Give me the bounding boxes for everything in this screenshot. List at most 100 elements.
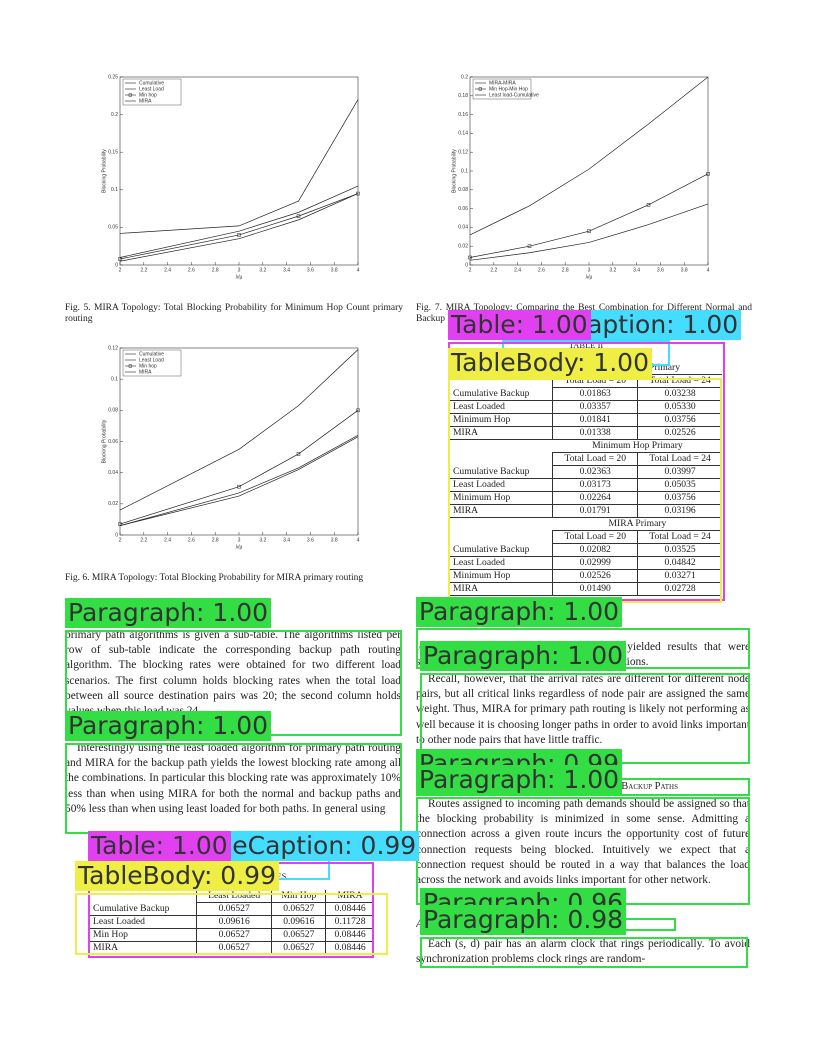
table-cell: 0.09616 [271, 915, 327, 929]
y-axis-label: Blocking Probability [101, 149, 107, 193]
y-tick-label: 0.08 [458, 187, 468, 193]
table-cell: 0.03173 [552, 478, 639, 492]
paragraph: primary path algorithms is given a sub-t… [65, 629, 401, 717]
x-tick-label: 3 [588, 267, 591, 273]
y-tick-label: 0.08 [108, 408, 118, 414]
series-line [469, 203, 709, 261]
detection-label: Table: 1.00 [448, 310, 591, 340]
table-cell: 0.06527 [196, 928, 273, 942]
legend-marker [478, 87, 482, 91]
table-cell: 0.03238 [637, 387, 722, 401]
x-tick-label: 3.6 [307, 267, 314, 273]
table-cell: 0.08446 [325, 902, 374, 916]
column-header: Total Load = 24 [637, 530, 722, 544]
table-cell: 0.05330 [637, 400, 722, 414]
table-cell: Least Loaded [450, 556, 554, 570]
x-tick-label: 2.4 [164, 267, 171, 273]
data-point [296, 214, 301, 218]
x-tick-label: 3.4 [283, 537, 290, 543]
legend-label: Min hop [139, 363, 157, 369]
paragraph: Each (s, d) pair has an alarm clock that… [416, 938, 750, 966]
table-row: Total Load = 20 Total Load = 24 [450, 530, 722, 544]
detection-box [75, 893, 388, 955]
detection-label: Paragraph: 1.00 [420, 641, 627, 671]
data-point [118, 257, 122, 261]
table-cell: Minimum Hop [450, 569, 554, 583]
detection-box [448, 378, 722, 603]
x-tick-label: 4 [707, 267, 710, 273]
series-line [469, 76, 709, 236]
y-tick-label: 0 [465, 262, 468, 268]
table-caption: TABLE II [568, 340, 604, 350]
x-tick-label: 2.4 [514, 267, 521, 273]
y-tick-label: 0 [115, 532, 118, 538]
legend-marker [128, 364, 132, 368]
y-tick-label: 0 [115, 262, 118, 268]
table-cell: 0.08446 [325, 928, 374, 942]
table-cell [450, 530, 554, 544]
x-tick-label: 3.2 [259, 537, 266, 543]
figure-caption: Fig. 5. MIRA Topology: Total Blocking Pr… [65, 303, 403, 324]
table-cell: 0.03357 [552, 400, 639, 414]
legend-box [122, 349, 182, 377]
x-axis-label: λ/μ [236, 274, 243, 280]
x-tick-label: 3.6 [307, 537, 314, 543]
table-row: MIRA Primary [450, 518, 722, 531]
table-cell: 0.01841 [552, 413, 639, 427]
series-line [469, 173, 709, 258]
y-tick-label: 0.15 [108, 150, 118, 156]
detection-box [420, 937, 748, 968]
y-axis-label: Blocking Probability [101, 419, 107, 463]
table-cell: Cumulative Backup [90, 902, 197, 916]
series-line [119, 193, 359, 262]
table-row: Cumulative Backup 0.02082 0.03525 [450, 543, 722, 557]
y-tick-label: 0.02 [458, 244, 468, 250]
table-cell: 0.01791 [552, 504, 639, 518]
y-axis-label: Blocking Probability [451, 149, 457, 193]
table-cell: 0.05035 [637, 478, 722, 492]
legend-label: Least Load [139, 357, 164, 363]
table-row: Cumulative Backup 0.02363 0.03997 [450, 465, 722, 479]
table-cell: 0.06527 [271, 902, 327, 916]
x-tick-label: 2 [469, 267, 472, 273]
x-tick-label: 3.6 [657, 267, 664, 273]
table-row: Least Loaded 0.03173 0.05035 [450, 478, 722, 492]
x-tick-label: 3.8 [331, 537, 338, 543]
legend-label: MIRA-MIRA [489, 80, 516, 86]
data-point [706, 172, 710, 176]
table-row: MIRA 0.01490 0.02728 [450, 582, 722, 596]
data-point [356, 408, 360, 413]
y-tick-label: 0.1 [111, 376, 118, 382]
legend-label: Min Hop-Min Hop [489, 86, 528, 92]
table-cell: Least Loaded [90, 915, 197, 929]
y-tick-label: 0.18 [458, 93, 468, 99]
table-row: Least Loaded 0.09616 0.09616 0.11728 [90, 915, 374, 929]
x-tick-label: 3 [238, 537, 241, 543]
y-tick-label: 0.12 [108, 345, 118, 351]
x-tick-label: 2.2 [490, 267, 497, 273]
table-cell: 0.03271 [637, 569, 722, 583]
data-point [646, 203, 651, 207]
data-point [296, 452, 301, 456]
x-tick-label: 4 [357, 537, 360, 543]
table-cell: 0.04842 [637, 556, 722, 570]
table-cell: 0.02264 [552, 491, 639, 505]
table-cell: Minimum Hop [450, 413, 554, 427]
table-cell: Least Loaded [450, 478, 554, 492]
y-tick-label: 0.06 [458, 206, 468, 212]
table-row: MIRA 0.01338 0.02526 [450, 426, 722, 440]
y-tick-label: 0.12 [458, 150, 468, 156]
series-line [119, 99, 359, 234]
x-tick-label: 2.2 [140, 537, 147, 543]
detection-label: TableBody: 1.00 [448, 348, 652, 378]
x-tick-label: 3.8 [681, 267, 688, 273]
table-cell: 0.06527 [271, 928, 327, 942]
y-tick-label: 0.06 [108, 439, 118, 445]
x-tick-label: 2.8 [212, 537, 219, 543]
x-axis-label: λ/μ [236, 544, 243, 550]
series-line [119, 349, 359, 511]
detection-label: Paragraph: 1.00 [65, 598, 272, 628]
y-tick-label: 0.16 [458, 112, 468, 118]
